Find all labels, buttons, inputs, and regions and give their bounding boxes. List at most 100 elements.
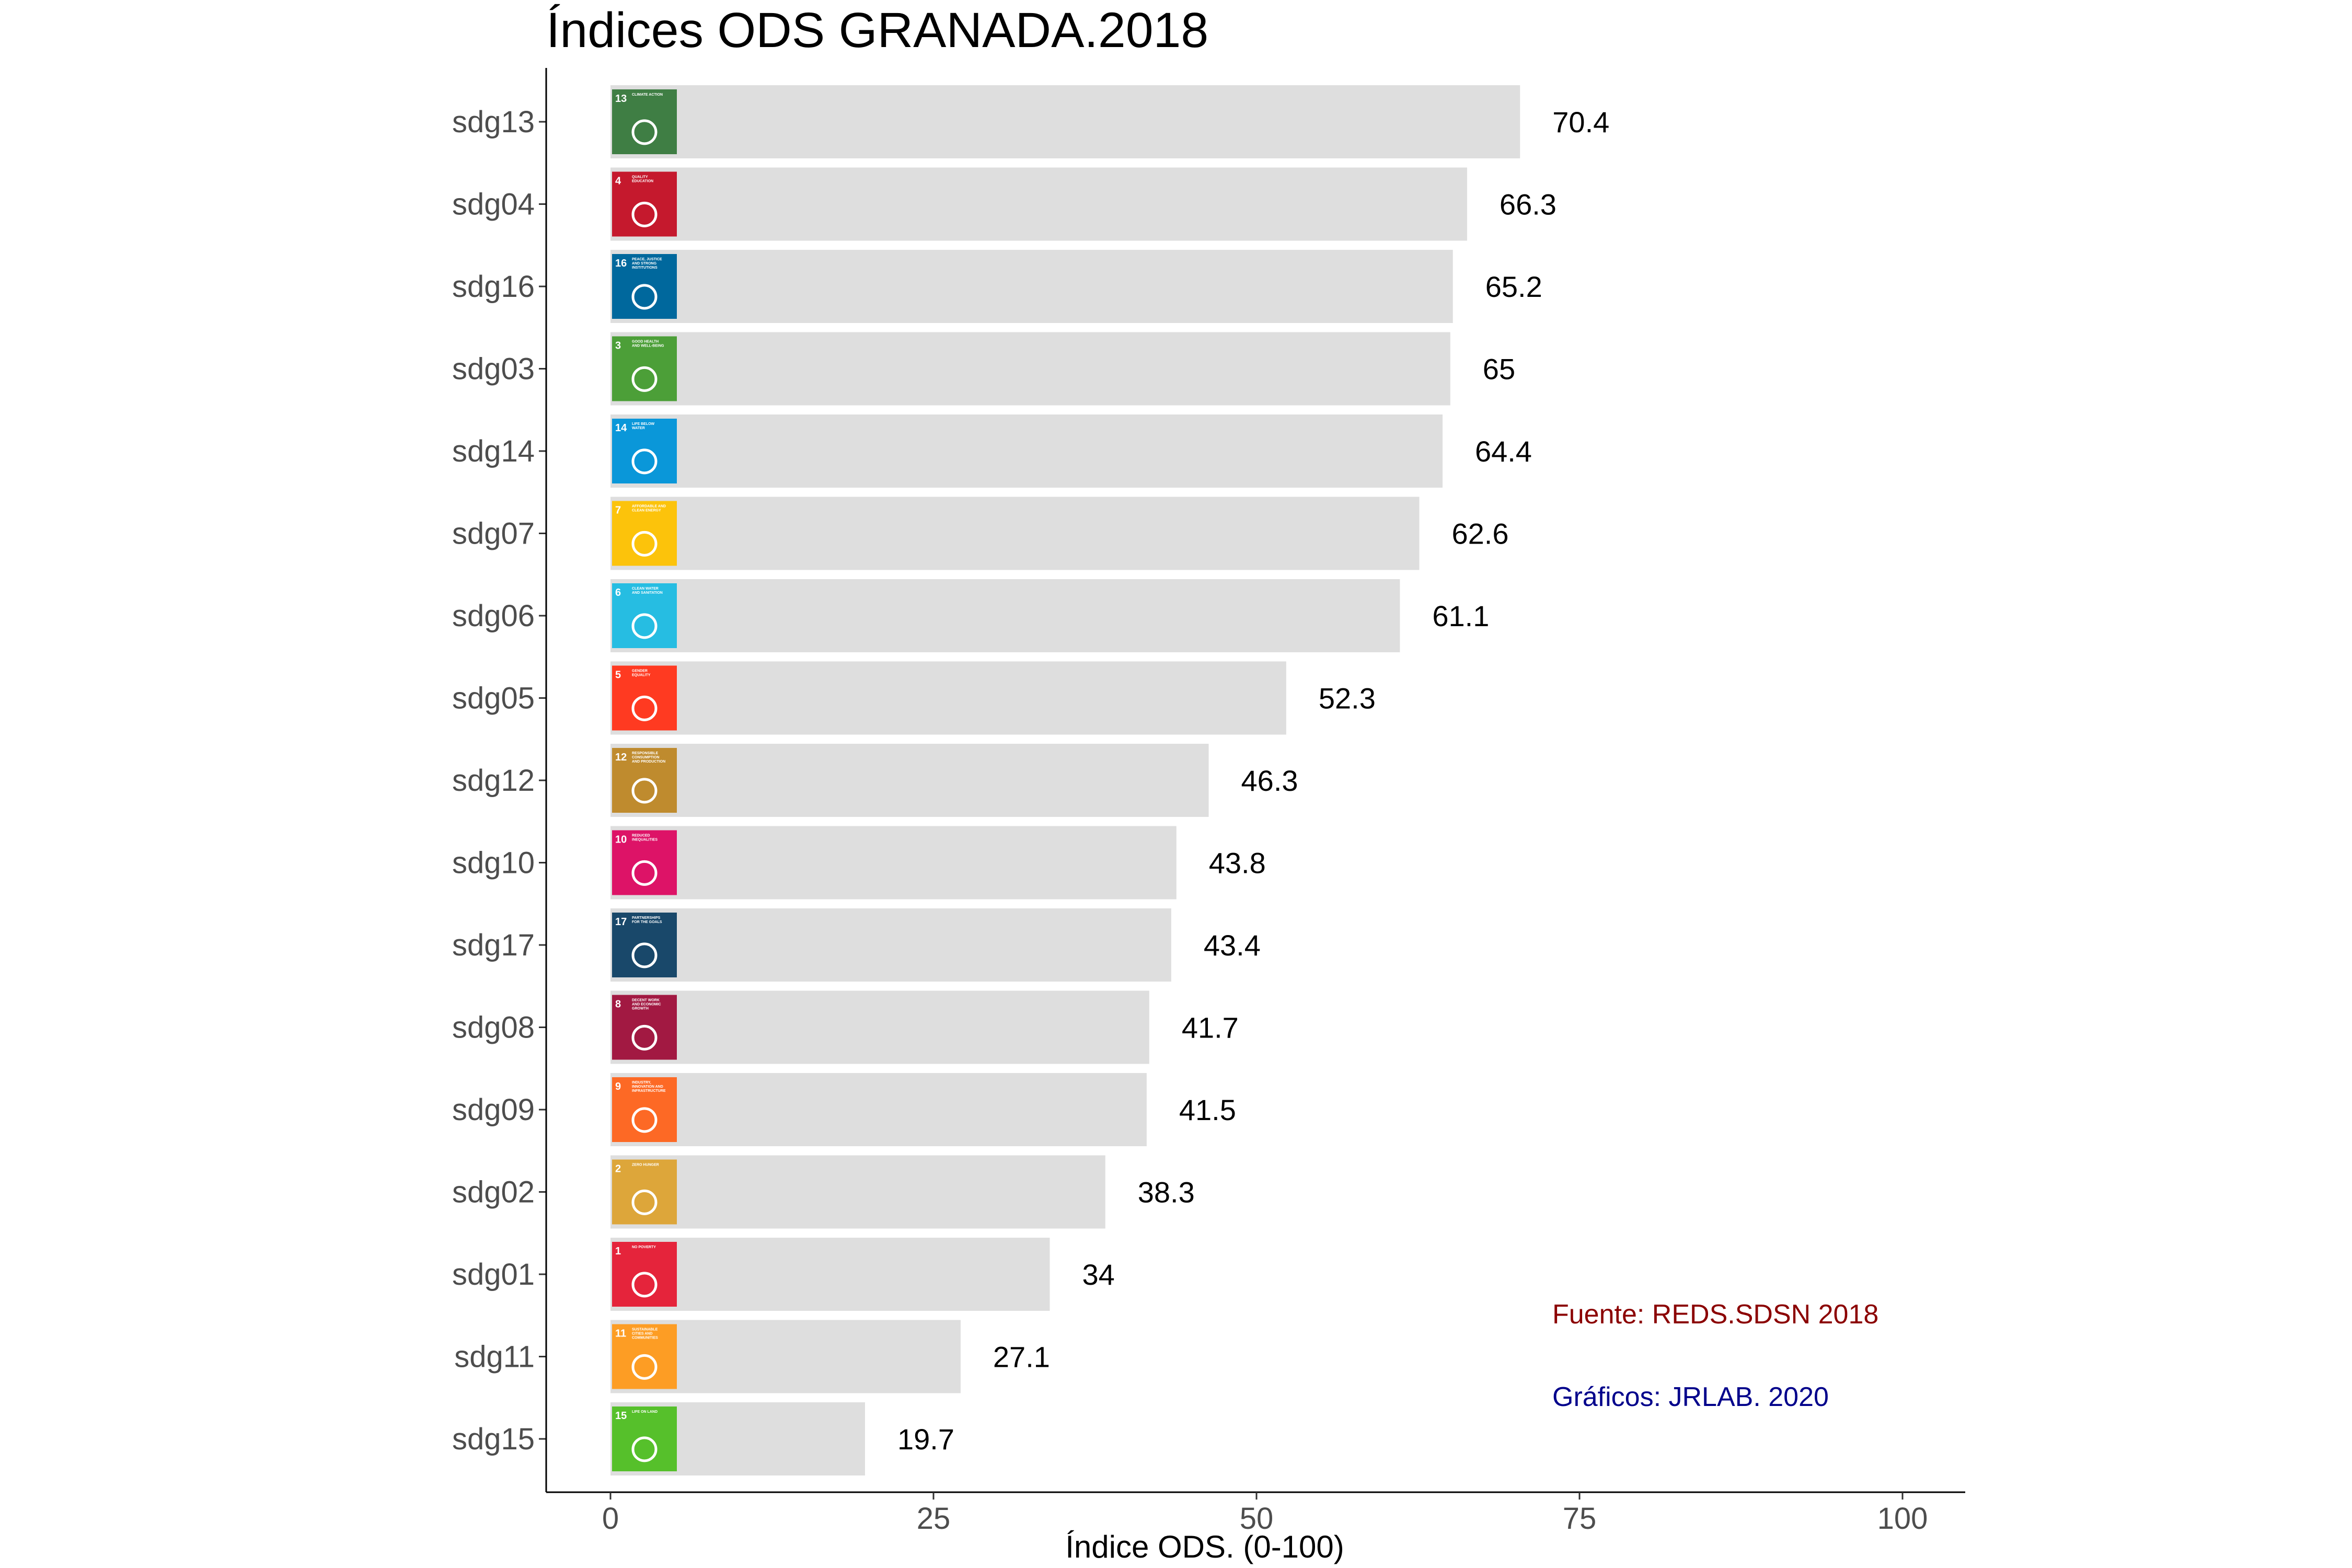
x-axis: 0 25 50 75 100 <box>546 1491 1965 1536</box>
sdg-icon-caption: INNOVATION AND <box>632 1085 663 1089</box>
y-tick-label-sdg17: sdg17 <box>452 928 535 962</box>
sdg-icon-number: 10 <box>615 834 627 846</box>
sdg-icon-caption: WATER <box>632 426 645 430</box>
bar-sdg06 <box>610 579 1400 652</box>
value-label-sdg10: 43.8 <box>1209 847 1266 880</box>
y-tick-label-sdg01: sdg01 <box>452 1258 535 1292</box>
credit-caption: Gráficos: JRLAB. 2020 <box>1552 1382 1829 1412</box>
sdg-icon-number: 13 <box>615 93 627 105</box>
sdg-icon-caption: GOOD HEALTH <box>632 340 659 344</box>
value-label-sdg05: 52.3 <box>1319 682 1376 715</box>
sdg-icon-caption: AFFORDABLE AND <box>632 505 666 509</box>
value-label-sdg09: 41.5 <box>1179 1093 1236 1126</box>
value-label-sdg11: 27.1 <box>993 1341 1050 1374</box>
bar-sdg05 <box>610 661 1286 735</box>
sdg-icon-caption: LIFE ON LAND <box>632 1410 658 1414</box>
value-label-sdg07: 62.6 <box>1451 517 1508 550</box>
value-label-sdg06: 61.1 <box>1432 599 1489 632</box>
bar-sdg13 <box>610 85 1520 158</box>
sdg-icon-caption: AND WELL-BEING <box>632 344 664 348</box>
sdg-icon-caption: LIFE BELOW <box>632 422 655 426</box>
value-label-sdg14: 64.4 <box>1475 435 1532 468</box>
sdg-icon-number: 15 <box>615 1410 627 1422</box>
sdg-icon-caption: NO POVERTY <box>632 1246 656 1249</box>
sdg-icon-emblem <box>631 778 658 804</box>
bar-sdg16 <box>610 250 1453 323</box>
sdg-icon-emblem <box>631 860 658 886</box>
sdg-icon-number: 3 <box>615 340 621 352</box>
bars-layer <box>610 85 1520 1475</box>
sdg-icon-number: 4 <box>615 176 621 187</box>
sdg-icon-number: 14 <box>615 422 627 434</box>
sdg-icon-number: 9 <box>615 1081 621 1092</box>
sdg-icon-number: 5 <box>615 670 621 681</box>
sdg-icon-caption: RESPONSIBLE <box>632 752 659 755</box>
sdg-icon-emblem <box>631 1107 658 1133</box>
bar-sdg07 <box>610 497 1420 570</box>
y-tick-label-sdg07: sdg07 <box>452 517 535 551</box>
value-label-sdg02: 38.3 <box>1138 1176 1195 1209</box>
sdg-icon-emblem <box>631 119 658 145</box>
y-tick-label-sdg16: sdg16 <box>452 270 535 304</box>
sdg-goal-icon: 1 NO POVERTY <box>612 1242 677 1307</box>
sdg-icon-caption: AND ECONOMIC <box>632 1003 661 1007</box>
sdg-icon-emblem <box>631 1354 658 1380</box>
value-label-sdg04: 66.3 <box>1500 188 1557 221</box>
sdg-icon-caption: REDUCED <box>632 834 650 838</box>
sdg-icon-number: 8 <box>615 999 621 1010</box>
sdg-icon-emblem <box>631 695 658 721</box>
sdg-icon-caption: PEACE, JUSTICE <box>632 258 662 261</box>
sdg-icon-emblem <box>631 201 658 227</box>
bar-sdg17 <box>610 908 1171 982</box>
sdg-icon-number: 2 <box>615 1163 621 1175</box>
bar-sdg09 <box>610 1073 1147 1146</box>
sdg-icon-emblem <box>631 613 658 639</box>
x-tick-label: 0 <box>602 1502 619 1536</box>
sdg-icon-number: 1 <box>615 1246 621 1257</box>
sdg-icon-caption: PARTNERSHIPS <box>632 916 661 920</box>
sdg-icon-caption: INDUSTRY, <box>632 1081 651 1085</box>
value-label-sdg12: 46.3 <box>1241 764 1298 797</box>
bar-sdg03 <box>610 332 1450 406</box>
y-tick-label-sdg12: sdg12 <box>452 764 535 798</box>
y-tick-label-sdg11: sdg11 <box>454 1340 535 1374</box>
value-label-sdg13: 70.4 <box>1552 106 1609 139</box>
sdg-icon-caption: ZERO HUNGER <box>632 1163 659 1167</box>
sdg-icon-caption: AND PRODUCTION <box>632 760 665 764</box>
x-tick-label: 50 <box>1240 1502 1274 1536</box>
sdg-icon-caption: SUSTAINABLE <box>632 1328 658 1332</box>
y-tick-label-sdg14: sdg14 <box>452 434 535 468</box>
sdg-icon-emblem <box>631 284 658 310</box>
source-caption: Fuente: REDS.SDSN 2018 <box>1552 1299 1878 1330</box>
value-label-sdg17: 43.4 <box>1204 929 1261 962</box>
sdg-icon-emblem <box>631 942 658 969</box>
bar-sdg14 <box>610 414 1443 488</box>
value-label-sdg01: 34 <box>1082 1258 1114 1291</box>
sdg-icon-emblem <box>631 1189 658 1215</box>
y-tick-label-sdg13: sdg13 <box>452 105 535 139</box>
y-axis: sdg13 sdg04 sdg16 sdg03 sdg14 sdg07 sdg06 sdg05… <box>452 68 547 1492</box>
x-axis-title: Índice ODS. (0-100) <box>1065 1529 1344 1564</box>
sdg-icon-emblem <box>631 1272 658 1298</box>
sdg-icon-caption: QUALITY <box>632 176 648 179</box>
sdg-icon-caption: CITIES AND <box>632 1332 652 1336</box>
sdg-goal-icon: 13 CLIMATE ACTION <box>612 89 677 154</box>
y-tick-label-sdg08: sdg08 <box>452 1011 535 1045</box>
bar-sdg04 <box>610 167 1467 241</box>
sdg-icon-number: 11 <box>615 1328 626 1340</box>
sdg-icon-caption: COMMUNITIES <box>632 1336 658 1340</box>
sdg-goal-icon: 2 ZERO HUNGER <box>612 1159 677 1225</box>
bar-sdg01 <box>610 1238 1050 1311</box>
sdg-icon-caption: INSTITUTIONS <box>632 266 658 270</box>
sdg-icon-number: 6 <box>615 587 621 598</box>
sdg-icon-caption: INEQUALITIES <box>632 838 658 842</box>
x-tick-label: 100 <box>1877 1502 1928 1536</box>
